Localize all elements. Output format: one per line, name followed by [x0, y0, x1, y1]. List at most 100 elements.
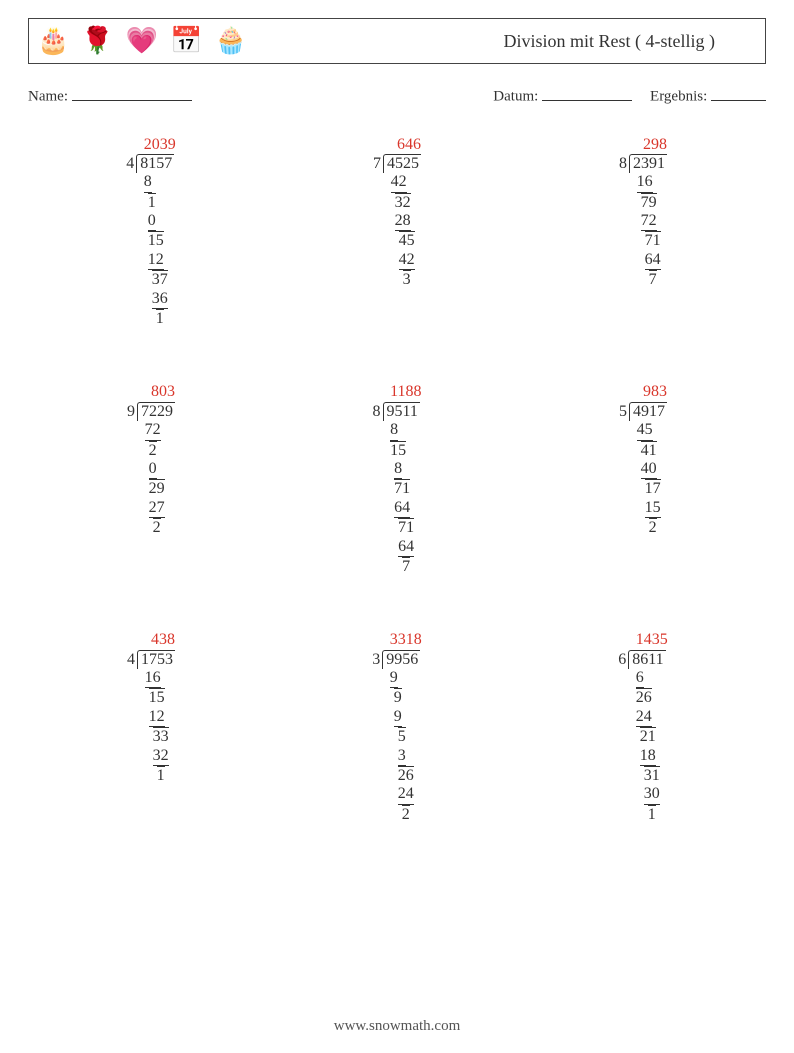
date-label: Datum: [493, 89, 538, 105]
long-division: 2988239116 79 72 71 64 7 [619, 136, 667, 329]
step-line: 17 [619, 479, 667, 498]
step-line: 64 [619, 251, 667, 270]
division-row: 89511 [373, 402, 422, 421]
long-division: 118889511815 8 71 64 71 64 7 [373, 383, 422, 576]
date-blank [542, 86, 632, 101]
step-line: 21 [618, 727, 668, 746]
dividend: 2391 [629, 154, 667, 173]
step-line: 16 [127, 669, 175, 688]
divisor: 6 [618, 651, 628, 669]
result-field: Ergebnis: [650, 86, 766, 106]
step-line: 7 [619, 270, 667, 289]
problem-cell: 2039481578 1 0 15 12 37 36 1 [28, 136, 274, 329]
dividend: 7229 [137, 402, 175, 421]
step-line: 2 [619, 518, 667, 537]
meta-row: Name: Datum: Ergebnis: [28, 86, 766, 106]
step-line: 0 [126, 212, 176, 231]
step-line: 2 [127, 441, 175, 460]
divisor: 5 [619, 403, 629, 421]
result-label: Ergebnis: [650, 89, 707, 105]
step-line: 9 [372, 688, 422, 707]
name-field: Name: [28, 86, 493, 106]
dividend: 8157 [136, 154, 174, 173]
step-line: 8 [373, 421, 422, 440]
cake-icon: 🎂 [37, 28, 69, 54]
step-line: 8 [126, 173, 176, 192]
rose-icon: 🌹 [81, 28, 113, 54]
quotient: 2039 [126, 136, 176, 154]
long-division: 2039481578 1 0 15 12 37 36 1 [126, 136, 176, 329]
step-line: 15 [127, 688, 175, 707]
header-box: 🎂 🌹 💗 📅 🧁 Division mit Rest ( 4-stellig … [28, 18, 766, 64]
step-line: 3 [372, 747, 422, 766]
division-row: 74525 [373, 154, 421, 173]
divisor: 9 [127, 403, 137, 421]
problem-cell: 8039722972 2 0 29 27 2 [28, 383, 274, 576]
long-division: 6467452542 32 28 45 42 3 [373, 136, 421, 329]
step-line: 1 [126, 309, 176, 328]
long-division: 8039722972 2 0 29 27 2 [127, 383, 175, 576]
dividend: 8611 [628, 650, 665, 669]
quotient: 646 [373, 136, 421, 154]
step-line: 45 [373, 231, 421, 250]
step-line: 32 [373, 193, 421, 212]
quotient: 3318 [372, 631, 422, 649]
step-line: 24 [372, 785, 422, 804]
step-line: 15 [619, 499, 667, 518]
step-line: 3 [373, 270, 421, 289]
step-line: 64 [373, 499, 422, 518]
division-row: 97229 [127, 402, 175, 421]
step-line: 18 [618, 747, 668, 766]
dividend: 4525 [383, 154, 421, 173]
step-line: 72 [127, 421, 175, 440]
step-line: 45 [619, 421, 667, 440]
step-line: 12 [127, 708, 175, 727]
step-line: 9 [372, 708, 422, 727]
step-line: 42 [373, 251, 421, 270]
heart-icon: 💗 [126, 28, 158, 54]
step-line: 40 [619, 460, 667, 479]
worksheet-page: 🎂 🌹 💗 📅 🧁 Division mit Rest ( 4-stellig … [0, 0, 794, 1053]
divisor: 4 [126, 155, 136, 173]
worksheet-title: Division mit Rest ( 4-stellig ) [504, 31, 716, 52]
step-line: 42 [373, 173, 421, 192]
division-row: 48157 [126, 154, 176, 173]
divisor: 3 [372, 651, 382, 669]
division-row: 39956 [372, 650, 422, 669]
step-line: 32 [127, 747, 175, 766]
name-label: Name: [28, 89, 68, 105]
quotient: 438 [127, 631, 175, 649]
step-line: 79 [619, 193, 667, 212]
step-line: 26 [618, 688, 668, 707]
quotient: 983 [619, 383, 667, 401]
step-line: 24 [618, 708, 668, 727]
step-line: 2 [372, 805, 422, 824]
dividend: 9956 [382, 650, 420, 669]
step-line: 6 [618, 669, 668, 688]
step-line: 29 [127, 479, 175, 498]
divisor: 8 [373, 403, 383, 421]
dividend: 9511 [383, 402, 420, 421]
problem-cell: 14356861162624 21 18 31 30 1 [520, 631, 766, 824]
step-line: 5 [372, 727, 422, 746]
dividend: 4917 [629, 402, 667, 421]
name-blank [72, 86, 192, 101]
result-blank [711, 86, 766, 101]
step-line: 71 [619, 231, 667, 250]
problem-cell: 118889511815 8 71 64 71 64 7 [274, 383, 520, 576]
long-division: 3318399569 9 9 5 3 26 24 2 [372, 631, 422, 824]
cupcake-icon: 🧁 [215, 28, 247, 54]
divisor: 7 [373, 155, 383, 173]
calendar-icon: 📅 [170, 28, 202, 54]
problem-cell: 6467452542 32 28 45 42 3 [274, 136, 520, 329]
step-line: 26 [372, 766, 422, 785]
division-row: 68611 [618, 650, 668, 669]
step-line: 2 [127, 518, 175, 537]
step-line: 12 [126, 251, 176, 270]
step-line: 16 [619, 173, 667, 192]
step-line: 30 [618, 785, 668, 804]
divisor: 4 [127, 651, 137, 669]
problem-cell: 4384175316 15 12 33 32 1 [28, 631, 274, 824]
division-row: 82391 [619, 154, 667, 173]
step-line: 72 [619, 212, 667, 231]
